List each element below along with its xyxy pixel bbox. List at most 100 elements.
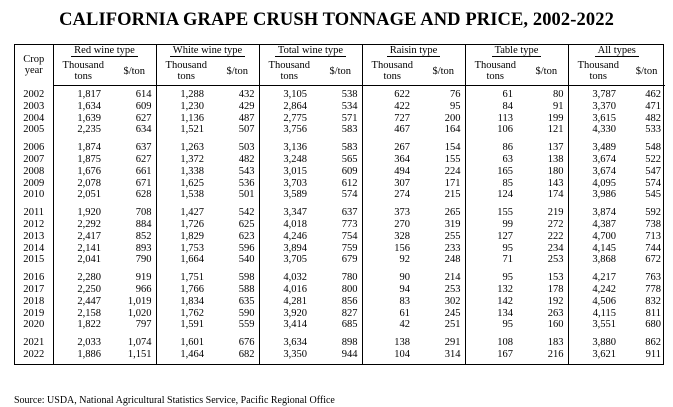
- table-body: 2002 1,817 614 1,288 432 3,105 538 622 76 61 80 3,7…: [15, 85, 665, 364]
- price-cell: 171: [422, 177, 466, 190]
- crop-year-cell: 2020: [15, 319, 54, 332]
- tonnage-cell: 364: [394, 153, 411, 165]
- table-row: 2017 2,250 966 1,766 588 4,016 800 94 253 132 178 4…: [15, 283, 665, 296]
- crop-year-cell: 2017: [15, 283, 54, 296]
- thousand-tons-label: tons: [280, 71, 298, 82]
- price-cell: 893: [113, 242, 157, 255]
- price-cell: 671: [113, 177, 157, 190]
- tonnage-cell: 270: [394, 218, 411, 230]
- price-cell: 676: [216, 337, 260, 349]
- price-cell: 1,020: [113, 307, 157, 320]
- table-row: 2010 2,051 628 1,538 501 3,589 574 274 215 124 174…: [15, 189, 665, 202]
- price-cell: 800: [319, 283, 363, 296]
- tonnage-cell: 3,703: [283, 177, 307, 189]
- tonnage-cell: 3,621: [592, 348, 617, 360]
- price-cell: 884: [113, 218, 157, 231]
- tonnage-cell: 99: [502, 218, 514, 230]
- tonnage-cell: 1,753: [180, 242, 204, 254]
- group-header-label: Total wine type: [274, 45, 347, 57]
- tonnage-cell: 3,705: [283, 254, 307, 266]
- table-row: 2022 1,886 1,151 1,464 682 3,350 944 104 314 167 2…: [15, 348, 665, 361]
- tonnage-cell: 467: [394, 124, 411, 136]
- price-cell: 679: [319, 254, 363, 267]
- tonnage-cell: 4,700: [592, 230, 617, 242]
- price-cell: 623: [216, 230, 260, 243]
- tonnage-cell: 1,834: [180, 295, 204, 307]
- tonnage-cell: 3,756: [283, 124, 307, 136]
- price-cell: 672: [645, 254, 662, 266]
- tonnage-cell: 1,521: [180, 124, 204, 136]
- tonnage-cell: 3,674: [592, 165, 617, 177]
- price-cell: 429: [216, 100, 260, 113]
- tonnage-cell: 3,874: [592, 207, 617, 219]
- price-per-ton-header: $/ton: [319, 57, 363, 86]
- crop-year-cell: 2018: [15, 295, 54, 308]
- price-cell: 574: [319, 189, 363, 202]
- price-per-ton-header: $/ton: [525, 57, 569, 86]
- tonnage-cell: 61: [399, 307, 411, 319]
- price-cell: 682: [216, 348, 260, 361]
- crop-year-cell: 2009: [15, 177, 54, 190]
- crop-year-cell: 2011: [15, 207, 54, 219]
- tonnage-cell: 2,447: [77, 295, 101, 307]
- price-cell: 272: [525, 218, 569, 231]
- price-cell: 862: [645, 337, 662, 349]
- tonnage-cell: 1,538: [180, 189, 204, 201]
- tonnage-cell: 3,894: [283, 242, 307, 254]
- price-cell: 628: [113, 189, 157, 202]
- tonnage-cell: 1,263: [180, 142, 204, 154]
- group-header-label: Raisin type: [386, 45, 441, 57]
- tonnage-cell: 2,250: [77, 283, 101, 295]
- thousand-tons-header: Thousand tons: [259, 57, 319, 86]
- price-cell: 856: [319, 295, 363, 308]
- tonnage-cell: 2,864: [283, 100, 307, 112]
- group-header: Total wine type: [259, 45, 363, 57]
- tonnage-cell: 3,015: [283, 165, 307, 177]
- price-cell: 1,019: [113, 295, 157, 308]
- tonnage-cell: 94: [399, 283, 411, 295]
- price-cell: 571: [319, 112, 363, 125]
- table-row: 2016 2,280 919 1,751 598 4,032 780 90 214 95 153 4,…: [15, 272, 665, 284]
- price-cell: 155: [422, 153, 466, 166]
- price-cell: 471: [645, 100, 662, 112]
- price-cell: 583: [319, 124, 363, 137]
- tonnage-cell: 2,033: [77, 337, 101, 349]
- price-cell: 482: [216, 153, 260, 166]
- tonnage-cell: 1,591: [180, 319, 204, 331]
- price-cell: 898: [319, 337, 363, 349]
- tonnage-cell: 142: [497, 295, 514, 307]
- price-cell: 91: [525, 100, 569, 113]
- tonnage-cell: 2,041: [77, 254, 101, 266]
- price-cell: 153: [525, 272, 569, 284]
- crop-year-cell: 2008: [15, 165, 54, 178]
- price-cell: 583: [319, 142, 363, 154]
- tonnage-cell: 83: [399, 295, 411, 307]
- tonnage-cell: 494: [394, 165, 411, 177]
- thousand-tons-header: Thousand tons: [156, 57, 216, 86]
- table-row: 2013 2,417 852 1,829 623 4,246 754 328 255 127 222…: [15, 230, 665, 243]
- price-cell: 137: [525, 142, 569, 154]
- crop-year-cell: 2010: [15, 189, 54, 202]
- price-cell: 852: [113, 230, 157, 243]
- tonnage-cell: 1,886: [77, 348, 101, 360]
- table-row: 2007 1,875 627 1,372 482 3,248 565 364 155 63 138 3…: [15, 153, 665, 166]
- price-cell: 200: [422, 112, 466, 125]
- tonnage-cell: 3,868: [592, 254, 617, 266]
- tonnage-cell: 1,338: [180, 165, 204, 177]
- price-cell: 759: [319, 242, 363, 255]
- tonnage-cell: 727: [394, 112, 411, 124]
- price-cell: 574: [645, 177, 662, 189]
- tonnage-cell: 3,414: [283, 319, 307, 331]
- group-header: Raisin type: [362, 45, 466, 57]
- tonnage-cell: 4,016: [283, 283, 307, 295]
- tonnage-cell: 4,387: [592, 218, 617, 230]
- tonnage-cell: 4,217: [592, 272, 617, 284]
- price-cell: 219: [525, 207, 569, 219]
- price-cell: 534: [319, 100, 363, 113]
- price-cell: 634: [113, 124, 157, 137]
- tonnage-cell: 422: [394, 100, 411, 112]
- tonnage-cell: 1,601: [180, 337, 204, 349]
- tonnage-cell: 3,347: [283, 207, 307, 219]
- tonnage-cell: 1,136: [180, 112, 204, 124]
- price-cell: 154: [422, 142, 466, 154]
